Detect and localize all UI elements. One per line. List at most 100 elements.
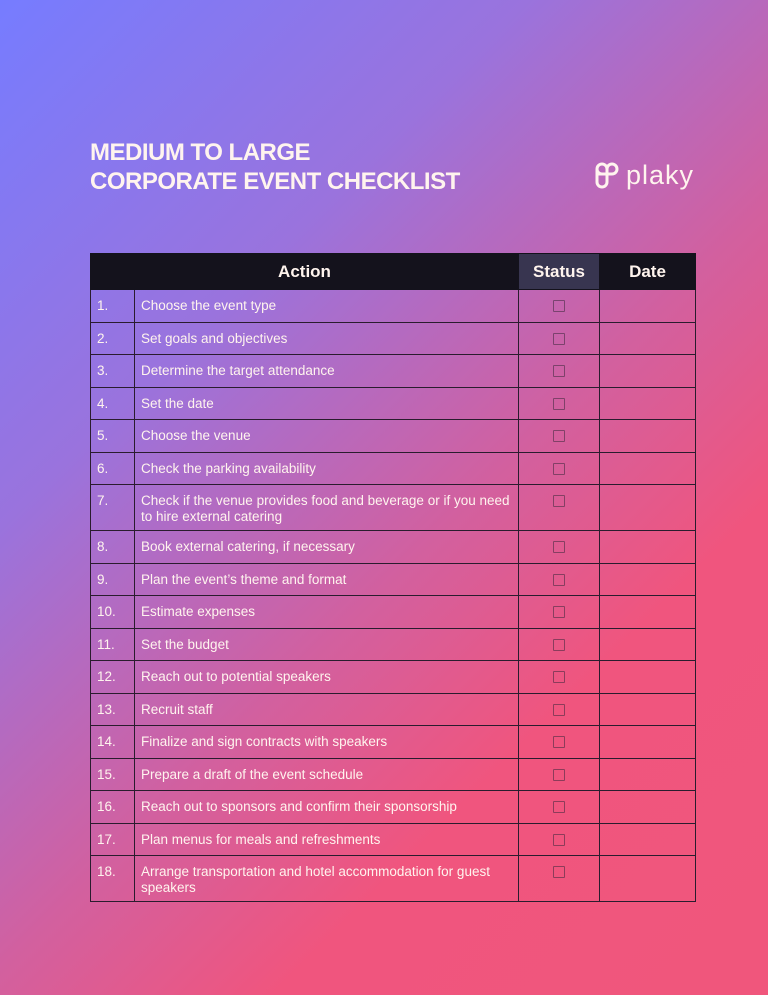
row-date-text — [606, 420, 689, 428]
status-checkbox[interactable] — [553, 332, 565, 345]
row-action: Reach out to potential speakers — [134, 660, 519, 694]
table-row: 16. Reach out to sponsors and confirm th… — [90, 790, 696, 824]
row-action: Choose the event type — [134, 289, 519, 323]
status-checkbox[interactable] — [553, 671, 565, 683]
status-checkbox[interactable] — [553, 833, 565, 846]
row-date[interactable] — [599, 419, 696, 453]
status-checkbox[interactable] — [553, 801, 565, 813]
row-action-text: Plan the event’s theme and format — [141, 571, 347, 587]
row-date-text — [606, 791, 689, 799]
table-row: 11. Set the budget — [90, 627, 696, 661]
row-number-text: 16. — [97, 799, 116, 814]
row-date[interactable] — [599, 530, 696, 564]
table-row: 12. Reach out to potential speakers — [90, 660, 696, 694]
row-date[interactable] — [599, 790, 696, 824]
row-action: Finalize and sign contracts with speaker… — [134, 725, 519, 759]
row-date[interactable] — [599, 660, 696, 694]
row-number-text: 14. — [97, 734, 116, 749]
status-checkbox[interactable] — [553, 573, 565, 586]
row-action-text: Book external catering, if necessary — [141, 539, 355, 554]
row-date[interactable] — [599, 725, 696, 759]
plaky-logo-icon — [595, 162, 619, 188]
row-action-text: Reach out to potential speakers — [141, 669, 331, 684]
row-number: 14. — [90, 725, 135, 759]
row-action: Choose the venue — [134, 419, 519, 453]
table-row: 6. Check the parking availability — [90, 451, 696, 485]
row-action: Plan menus for meals and refreshments — [134, 822, 519, 856]
row-date[interactable] — [599, 451, 696, 485]
row-number-text: 9. — [97, 571, 109, 587]
row-number-text: 6. — [97, 460, 109, 476]
row-date[interactable] — [599, 562, 696, 596]
row-status — [518, 419, 600, 453]
row-action-text: Estimate expenses — [141, 604, 256, 619]
row-date-text — [606, 726, 689, 734]
row-status — [518, 855, 600, 902]
row-date[interactable] — [599, 692, 696, 726]
row-status — [518, 484, 600, 531]
row-number-text: 10. — [97, 604, 116, 619]
row-action: Estimate expenses — [134, 595, 519, 629]
status-checkbox[interactable] — [553, 866, 565, 878]
row-action: Determine the target attendance — [134, 354, 519, 388]
status-checkbox[interactable] — [553, 736, 565, 748]
title-line-2: CORPORATE EVENT CHECKLIST — [90, 168, 460, 195]
row-date[interactable] — [599, 822, 696, 856]
row-date-text — [606, 856, 689, 864]
row-number: 1. — [90, 289, 135, 323]
row-status — [518, 321, 600, 355]
status-checkbox[interactable] — [553, 638, 565, 651]
logo-text: plaky — [626, 160, 695, 190]
row-date-text — [606, 596, 689, 604]
status-checkbox[interactable] — [553, 606, 565, 618]
row-date-text — [606, 355, 689, 363]
status-checkbox[interactable] — [553, 541, 565, 553]
row-action-text: Recruit staff — [141, 701, 213, 717]
status-checkbox[interactable] — [553, 495, 565, 507]
table-row: 10. Estimate expenses — [90, 595, 696, 629]
row-action-text: Prepare a draft of the event schedule — [141, 766, 364, 782]
status-checkbox[interactable] — [553, 703, 565, 716]
status-checkbox[interactable] — [553, 430, 565, 442]
row-number: 17. — [90, 822, 135, 856]
row-date-text — [606, 759, 689, 767]
status-checkbox[interactable] — [553, 768, 565, 781]
row-action: Set goals and objectives — [134, 321, 519, 355]
plaky-logo: plaky — [594, 160, 694, 191]
title-line-1: MEDIUM TO LARGE — [90, 139, 311, 166]
row-action: Check if the venue provides food and bev… — [134, 484, 519, 531]
row-number: 9. — [90, 562, 135, 596]
row-date[interactable] — [599, 484, 696, 531]
row-date[interactable] — [599, 855, 696, 902]
row-date-text — [606, 694, 689, 702]
row-date[interactable] — [599, 354, 696, 388]
table-row: 15. Prepare a draft of the event schedul… — [90, 757, 696, 791]
row-action-text: Choose the venue — [141, 428, 251, 443]
table-row: 5. Choose the venue — [90, 419, 696, 453]
status-checkbox[interactable] — [553, 397, 565, 410]
row-status — [518, 354, 600, 388]
row-date[interactable] — [599, 321, 696, 355]
row-action-text: Set goals and objectives — [141, 330, 288, 346]
row-status — [518, 692, 600, 726]
row-date[interactable] — [599, 757, 696, 791]
status-checkbox[interactable] — [553, 300, 565, 312]
row-number: 11. — [90, 627, 135, 661]
row-date[interactable] — [599, 386, 696, 420]
row-number: 3. — [90, 354, 135, 388]
table-row: 1. Choose the event type — [90, 289, 696, 323]
row-action: Set the budget — [134, 627, 519, 661]
table-row: 3. Determine the target attendance — [90, 354, 696, 388]
row-date[interactable] — [599, 627, 696, 661]
row-action-text: Reach out to sponsors and confirm their … — [141, 799, 457, 814]
row-number: 8. — [90, 530, 135, 564]
row-date[interactable] — [599, 595, 696, 629]
row-date[interactable] — [599, 289, 696, 323]
status-checkbox[interactable] — [553, 365, 565, 377]
row-status — [518, 386, 600, 420]
row-number: 18. — [90, 855, 135, 902]
row-action: Check the parking availability — [134, 451, 519, 485]
row-number: 15. — [90, 757, 135, 791]
status-checkbox[interactable] — [553, 462, 565, 475]
row-date-text — [606, 290, 689, 298]
